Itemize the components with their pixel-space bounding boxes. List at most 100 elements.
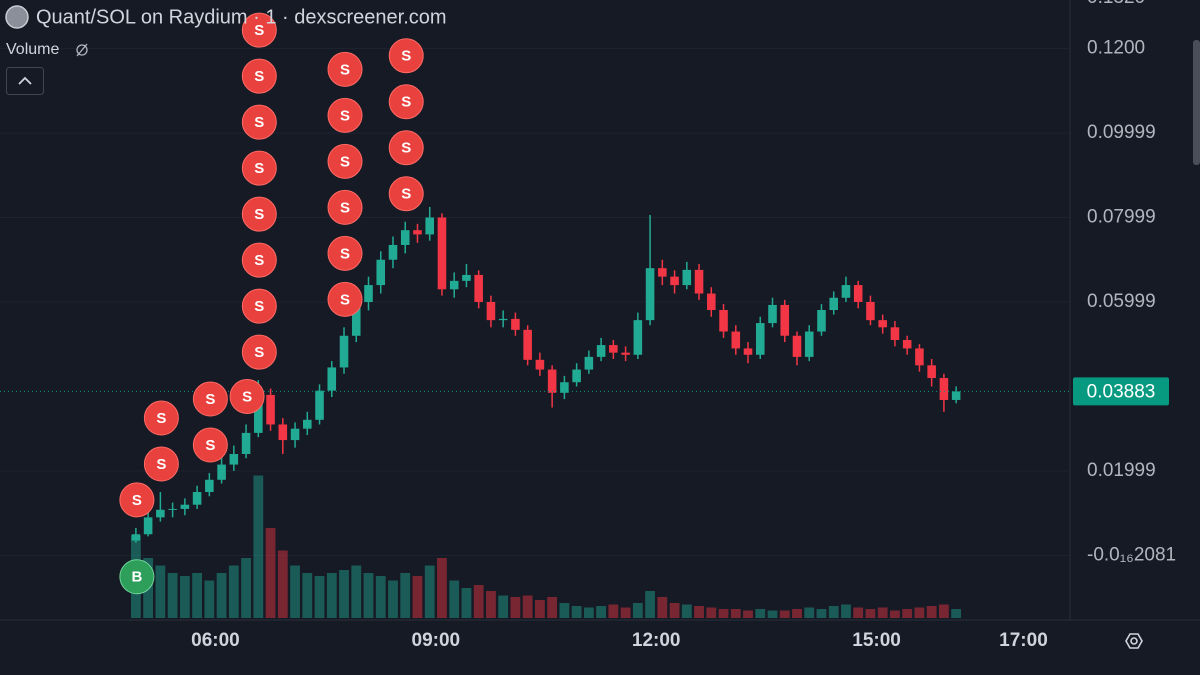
volume-bar [155, 565, 166, 618]
x-tick-label: 12:00 [632, 630, 681, 651]
settings-icon[interactable] [1125, 633, 1143, 649]
trade-marker-label: S [156, 456, 166, 473]
candle-body [547, 369, 557, 393]
volume-bar [302, 573, 313, 618]
collapse-button[interactable] [6, 67, 44, 95]
trade-marker-label: S [340, 153, 350, 170]
candle-body [829, 297, 839, 310]
candle-body [682, 269, 692, 286]
candle-body [707, 293, 716, 310]
volume-bar [522, 595, 533, 618]
volume-bar [535, 600, 545, 618]
trade-marker-label: S [254, 22, 264, 39]
candle-body [131, 534, 141, 541]
candle-body [817, 310, 826, 332]
volume-bar [167, 573, 178, 618]
volume-bar [620, 607, 631, 618]
trade-marker-label: S [254, 160, 264, 177]
candle-body [437, 217, 447, 290]
volume-bar [326, 573, 337, 618]
volume-bar [253, 475, 264, 618]
candle-body [927, 365, 936, 378]
volume-bar [204, 580, 215, 618]
candle-body [192, 492, 202, 505]
trade-marker [388, 176, 424, 212]
candle-body [633, 320, 643, 355]
volume-bar [192, 573, 203, 618]
candle-body [841, 285, 851, 298]
y-tick-label: -0.0₁₆2081 [1087, 544, 1176, 565]
candle-body [241, 432, 251, 455]
trade-marker [241, 12, 277, 48]
trade-marker [388, 84, 424, 120]
y-tick-label: 0.1200 [1087, 38, 1145, 59]
candle-body [449, 280, 459, 290]
token-avatar [5, 5, 29, 29]
volume-bar [632, 603, 643, 618]
candle-body [303, 419, 312, 429]
y-tick-label: 0.05999 [1087, 291, 1156, 312]
candle-body [866, 301, 875, 321]
candle-body [278, 424, 288, 441]
candle-body [670, 276, 679, 286]
candle-body [413, 230, 422, 235]
volume-bar [461, 588, 472, 618]
volume-bar [510, 597, 521, 618]
candle-body [266, 394, 275, 425]
candle-body [621, 352, 630, 355]
candle-body [180, 504, 190, 509]
candle-body [425, 217, 434, 235]
volume-visibility-icon[interactable] [76, 43, 88, 57]
candle-body [376, 259, 386, 286]
volume-bar [694, 606, 704, 618]
candle-body [951, 391, 961, 400]
candle-body [853, 285, 863, 302]
candle-body [560, 382, 569, 393]
volume-bar [865, 609, 876, 618]
volume-bar [363, 573, 374, 618]
trade-marker [192, 427, 228, 463]
candle-body [498, 318, 508, 321]
candle-body [229, 454, 239, 465]
candle-body [915, 348, 924, 366]
candle-body [658, 268, 667, 277]
volume-bar [498, 595, 509, 618]
volume-bar [816, 609, 827, 618]
volume-bar [730, 609, 741, 618]
volume-bar [804, 607, 815, 618]
trade-marker [388, 130, 424, 166]
volume-bar [706, 607, 717, 618]
volume-bar [853, 607, 864, 618]
trade-marker [192, 381, 228, 417]
trade-marker-label: B [131, 569, 142, 586]
trade-marker-label: S [205, 437, 215, 454]
candle-body [902, 339, 912, 349]
candle-body [315, 390, 324, 420]
candle-body [290, 428, 300, 441]
trade-marker-label: S [401, 186, 411, 203]
volume-bar [951, 609, 962, 618]
trade-marker-label: S [254, 252, 264, 269]
volume-bar [743, 610, 753, 618]
scrollbar[interactable] [1193, 40, 1200, 165]
volume-bar [645, 591, 655, 618]
trade-marker-label: S [340, 107, 350, 124]
volume-bar [179, 576, 190, 618]
candle-body [474, 274, 483, 302]
volume-bar [216, 573, 227, 618]
volume-bar [412, 576, 423, 618]
x-tick-label: 15:00 [852, 630, 901, 651]
candle-body [143, 517, 153, 535]
volume-bar [473, 585, 484, 618]
volume-bar [583, 607, 594, 618]
candle-body [535, 359, 545, 370]
trade-marker [241, 242, 277, 278]
trade-marker-label: S [254, 206, 264, 223]
trade-marker-label: S [254, 114, 264, 131]
candle-body [364, 285, 373, 302]
volume-bar [547, 597, 558, 618]
trade-marker-label: S [401, 140, 411, 157]
trade-marker-label: S [254, 68, 264, 85]
last-price-box [1073, 377, 1169, 406]
